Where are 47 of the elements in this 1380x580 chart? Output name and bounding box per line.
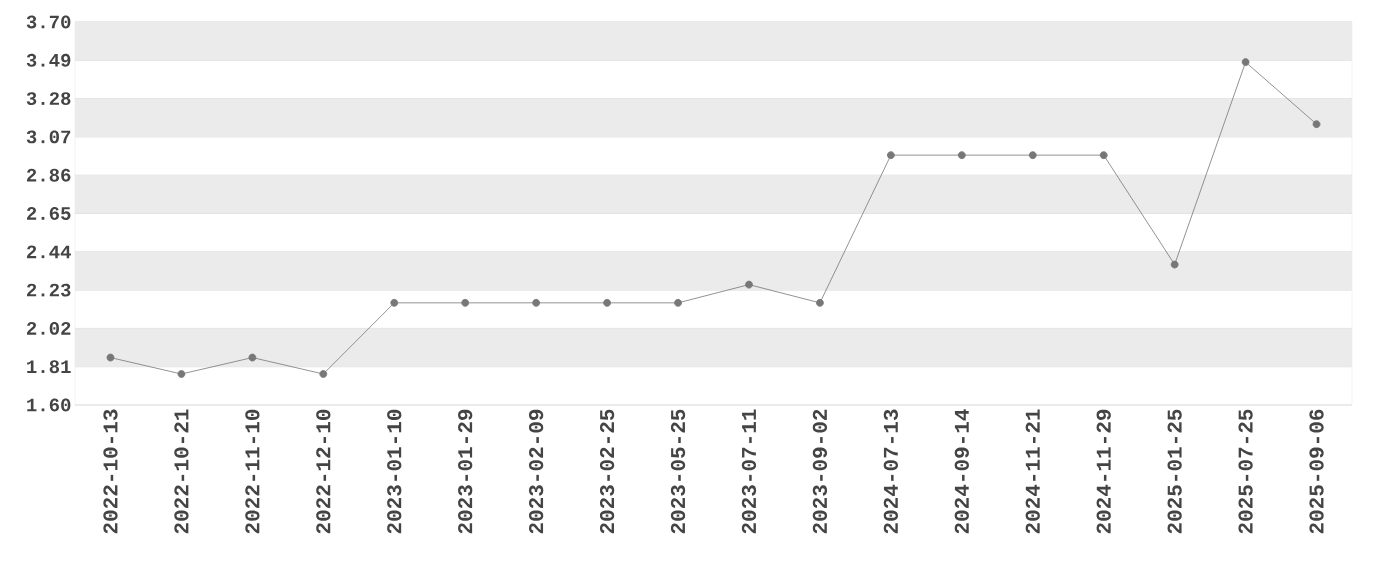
x-tick-label: 2025-07-25 [1238,409,1253,534]
point [319,370,328,378]
x-tick-label: 2022-10-13 [103,409,118,534]
y-tick-label: 2.44 [27,245,71,259]
point [106,353,115,362]
x-tick-label: 2023-01-29 [458,409,473,534]
x-tick-label: 2022-10-21 [174,409,189,534]
point [1170,260,1179,269]
point [461,298,470,307]
x-tick-label: 2025-09-06 [1309,409,1324,534]
point [248,353,257,362]
y-tick-label: 2.02 [27,321,71,335]
y-tick-label: 2.23 [27,283,71,297]
x-tick-label: 2022-12-10 [316,409,331,534]
x-tick-label: 2024-11-21 [1025,409,1040,534]
y-tick-label: 1.60 [27,398,71,412]
point [745,280,753,289]
point [1099,151,1108,160]
x-tick-label: 2025-01-25 [1167,409,1182,534]
point [532,298,541,307]
point [886,151,895,160]
y-tick-label: 3.49 [26,53,71,67]
x-tick-label: 2024-07-13 [883,409,899,534]
point [1312,120,1321,129]
point [177,370,186,378]
x-tick-label: 2023-09-02 [812,409,828,534]
x-tick-label: 2024-11-29 [1096,409,1111,534]
x-tick-label: 2023-02-09 [529,409,544,534]
point [1241,58,1250,67]
y-tick-label: 3.28 [26,92,71,106]
y-tick-label: 1.81 [27,360,71,374]
x-tick-label: 2024-09-14 [954,409,969,534]
x-tick-label: 2023-02-25 [599,409,615,534]
point [603,298,611,307]
x-tick-label: 2023-05-25 [670,409,686,534]
point [957,151,966,160]
y-tick-label: 3.07 [26,130,71,144]
point [1028,151,1037,160]
point [674,298,682,307]
y-tick-label: 2.65 [27,207,71,220]
point [390,298,399,307]
x-tick-label: 2023-01-10 [387,409,402,534]
y-tick-label: 3.70 [26,15,71,29]
x-tick-label: 2022-11-10 [245,409,260,534]
point [816,298,824,307]
y-tick-label: 2.86 [27,168,71,182]
x-tick-label: 2023-07-11 [741,409,757,534]
